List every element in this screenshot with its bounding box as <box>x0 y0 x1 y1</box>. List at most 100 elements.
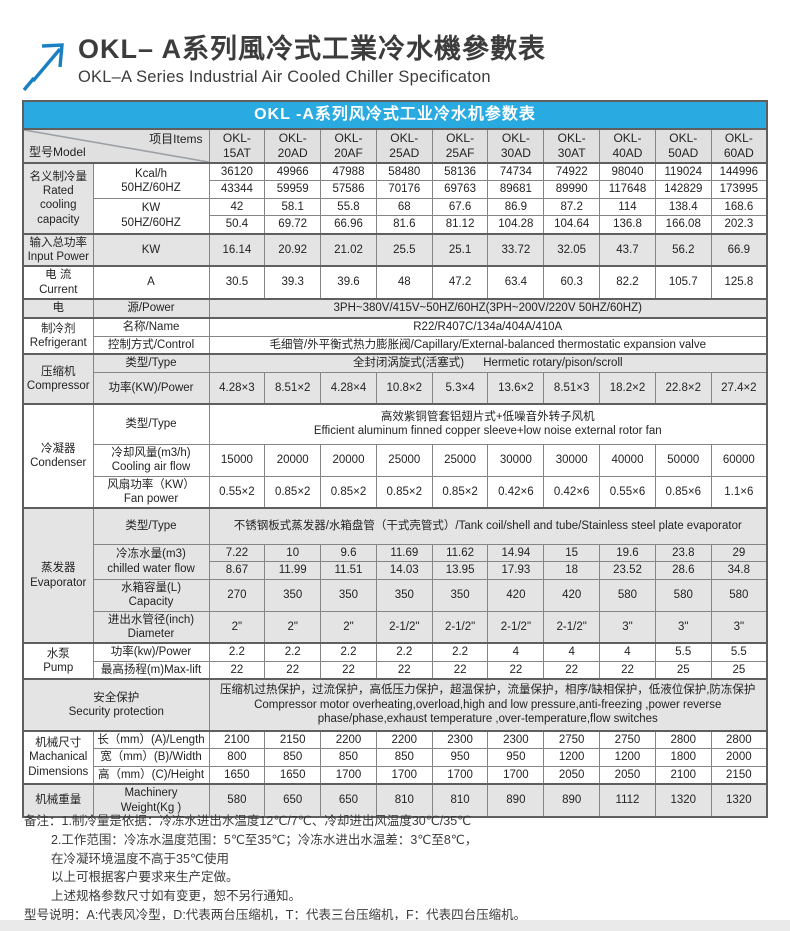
value-rated-cooling-capacity-1-okl-30at: 89990 <box>543 180 601 199</box>
value-evaporator-3-okl-50ad: 580 <box>654 578 712 612</box>
value-current-0-okl-30at: 60.3 <box>543 265 601 300</box>
value-evaporator-4-okl-15at: 2" <box>208 610 266 644</box>
value-compressor-0: 全封闭涡旋式(活塞式) Hermetic rotary/pison/scroll <box>208 353 768 373</box>
category-input-power: 输入总功率 Input Power <box>22 232 94 267</box>
item-dimensions-2: 高（mm）(C)/Height <box>92 765 210 785</box>
value-dimensions-0-okl-50ad: 2800 <box>654 730 712 750</box>
item-compressor-1: 功率(KW)/Power <box>92 371 210 405</box>
value-rated-cooling-capacity-0-okl-20af: 47988 <box>320 162 377 182</box>
value-current-0-okl-30ad: 63.4 <box>487 265 545 300</box>
value-input-power-0-okl-20ad: 20.92 <box>264 232 322 267</box>
value-input-power-0-okl-15at: 16.14 <box>208 232 266 267</box>
value-compressor-1-okl-25af: 5.3×4 <box>431 371 489 405</box>
item-evaporator-4: 进出水管径(inch) Diameter <box>92 610 210 644</box>
item-machinery-weight-0: Machinery Weight(Kg ) <box>92 783 210 818</box>
value-evaporator-4-okl-25af: 2-1/2" <box>431 610 489 644</box>
value-dimensions-1-okl-60ad: 2000 <box>710 748 768 767</box>
value-rated-cooling-capacity-3-okl-25af: 81.12 <box>431 215 489 234</box>
value-condenser-2-okl-30ad: 0.42×6 <box>487 475 545 509</box>
page-subtitle: OKL–A Series Industrial Air Cooled Chill… <box>78 68 491 87</box>
category-condenser: 冷凝器 Condenser <box>22 402 94 509</box>
value-pump-1-okl-30at: 22 <box>543 660 601 680</box>
note-line-4: 上述规格参数尺寸如有变更，恕不另行通知。 <box>51 889 302 903</box>
item-dimensions-1: 宽（mm）(B)/Width <box>92 748 210 767</box>
model-header-row: 项目Items 型号Model OKL- 15AT OKL- 20AD OKL- 20AF… <box>22 128 768 164</box>
value-rated-cooling-capacity-2-okl-30at: 87.2 <box>543 197 601 217</box>
row-condenser-0: 冷凝器 Condenser 类型/Type 高效紫铜管套铝翅片式+低噪音外转子风机 Ef… <box>22 402 768 509</box>
value-input-power-0-okl-30at: 32.05 <box>543 232 601 267</box>
item-rated-cooling-capacity-0: Kcal/h 50HZ/60HZ <box>92 161 210 199</box>
value-rated-cooling-capacity-1-okl-50ad: 142829 <box>654 180 712 199</box>
value-pump-0-okl-15at: 2.2 <box>208 642 266 662</box>
value-evaporator-4-okl-20af: 2" <box>320 610 377 644</box>
value-evaporator-0: 不锈钢板式蒸发器/水箱盘管（干式壳管式）/Tank coil/shell and… <box>208 507 768 545</box>
model-header-okl-50ad: OKL- 50AD <box>654 128 712 164</box>
row-rated-cooling-capacity-0: 名义制冷量 Rated cooling capacity Kcal/h 50HZ/60HZ… <box>22 161 768 234</box>
value-dimensions-1-okl-15at: 800 <box>208 748 266 767</box>
value-input-power-0-okl-60ad: 66.9 <box>710 232 768 267</box>
value-condenser-1-okl-30ad: 30000 <box>487 443 545 477</box>
value-rated-cooling-capacity-0-okl-25ad: 58480 <box>375 162 433 182</box>
value-condenser-1-okl-20ad: 20000 <box>264 443 322 477</box>
value-evaporator-1-okl-20ad: 10 <box>264 543 322 563</box>
value-dimensions-1-okl-20af: 850 <box>320 748 377 767</box>
note-line-5: 型号说明：A:代表风冷型，D:代表两台压缩机，T：代表三台压缩机，F：代表四台压… <box>24 907 527 922</box>
value-pump-1-okl-50ad: 25 <box>654 660 712 680</box>
value-dimensions-0-okl-15at: 2100 <box>208 730 266 750</box>
item-evaporator-0: 类型/Type <box>92 507 210 545</box>
value-dimensions-0-okl-20ad: 2150 <box>264 730 322 750</box>
value-condenser-2-okl-30at: 0.42×6 <box>543 475 601 509</box>
value-rated-cooling-capacity-1-okl-15at: 43344 <box>208 180 266 199</box>
value-input-power-0-okl-25af: 25.1 <box>431 232 489 267</box>
value-rated-cooling-capacity-2-okl-20af: 55.8 <box>320 197 377 217</box>
value-evaporator-2-okl-60ad: 34.8 <box>710 561 768 580</box>
value-evaporator-2-okl-30ad: 17.93 <box>487 561 545 580</box>
value-input-power-0-okl-50ad: 56.2 <box>654 232 712 267</box>
value-rated-cooling-capacity-1-okl-20ad: 59959 <box>264 180 322 199</box>
value-dimensions-0-okl-60ad: 2800 <box>710 730 768 750</box>
value-rated-cooling-capacity-3-okl-30ad: 104.28 <box>487 215 545 234</box>
value-dimensions-2-okl-30at: 2050 <box>543 765 601 785</box>
value-pump-0-okl-30ad: 4 <box>487 642 545 662</box>
model-header-okl-20ad: OKL- 20AD <box>264 128 322 164</box>
value-compressor-1-okl-60ad: 27.4×2 <box>710 371 768 405</box>
value-evaporator-3-okl-30ad: 420 <box>487 578 545 612</box>
value-current-0-okl-15at: 30.5 <box>208 265 266 300</box>
value-rated-cooling-capacity-3-okl-30at: 104.64 <box>543 215 601 234</box>
value-evaporator-2-okl-25ad: 14.03 <box>375 561 433 580</box>
category-compressor: 压缩机 Compressor <box>22 353 94 405</box>
model-header-okl-30at: OKL- 30AT <box>543 128 601 164</box>
item-evaporator-1: 冷冻水量(m3) chilled water flow <box>92 543 210 580</box>
value-evaporator-2-okl-15at: 8.67 <box>208 561 266 580</box>
row-rated-cooling-capacity-3: 50.4 69.72 66.96 81.6 81.12 104.28 104.64 136.8… <box>23 215 768 234</box>
corner-model-label: 型号Model <box>29 145 86 159</box>
value-evaporator-2-okl-25af: 13.95 <box>431 561 489 580</box>
value-condenser-1-okl-50ad: 50000 <box>654 443 712 477</box>
value-pump-1-okl-20ad: 22 <box>264 660 322 680</box>
value-condenser-1-okl-25af: 25000 <box>431 443 489 477</box>
value-condenser-2-okl-20ad: 0.85×2 <box>264 475 322 509</box>
category-refrigerant: 制冷剂 Refrigerant <box>22 317 94 355</box>
value-evaporator-3-okl-25af: 350 <box>431 578 489 612</box>
value-evaporator-4-okl-60ad: 3" <box>710 610 768 644</box>
item-current-0: A <box>92 265 210 300</box>
value-dimensions-2-okl-15at: 1650 <box>208 765 266 785</box>
value-dimensions-2-okl-60ad: 2150 <box>710 765 768 785</box>
value-machinery-weight-0-okl-50ad: 1320 <box>654 783 712 818</box>
value-dimensions-2-okl-40ad: 2050 <box>599 765 656 785</box>
value-current-0-okl-20ad: 39.3 <box>264 265 322 300</box>
row-pump-1: 最高扬程(m)Max-lift 22 22 22 22 22 22 22 22 25 25 <box>23 660 768 680</box>
row-dimensions-0: 机械尺寸 Machanical Dimensions 长（mm）(A)/Length 2… <box>22 729 768 785</box>
category-machinery-weight: 机械重量 <box>22 783 94 818</box>
value-evaporator-3-okl-20af: 350 <box>320 578 377 612</box>
value-condenser-2-okl-40ad: 0.55×6 <box>599 475 656 509</box>
model-header-okl-20af: OKL- 20AF <box>320 128 377 164</box>
value-evaporator-3-okl-30at: 420 <box>543 578 601 612</box>
value-condenser-2-okl-25af: 0.85×2 <box>431 475 489 509</box>
value-evaporator-2-okl-30at: 18 <box>543 561 601 580</box>
value-evaporator-2-okl-20ad: 11.99 <box>264 561 322 580</box>
row-dimensions-1: 宽（mm）(B)/Width 800 850 850 850 950 950 1200 1200… <box>23 748 768 767</box>
item-power-source-0: 源/Power <box>92 298 210 319</box>
value-dimensions-2-okl-25ad: 1700 <box>375 765 433 785</box>
value-evaporator-1-okl-25ad: 11.69 <box>375 543 433 563</box>
